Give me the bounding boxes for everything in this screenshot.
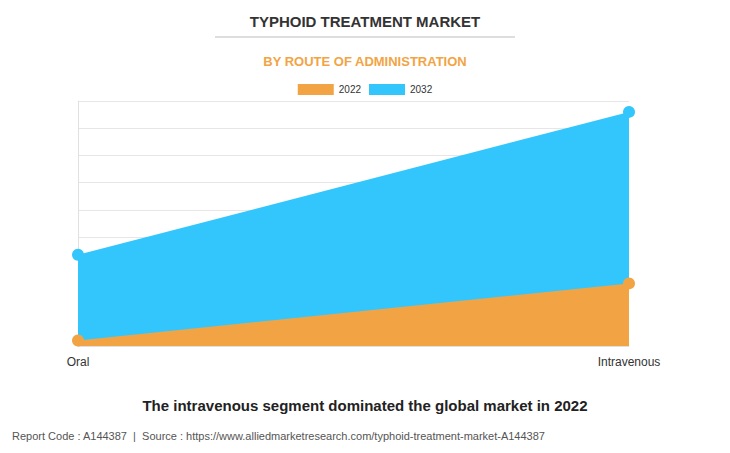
- svg-text:2022: 2022: [339, 84, 362, 95]
- svg-text:Report Code : A144387 | Sour: Report Code : A144387 | Source : https:/…: [12, 430, 545, 442]
- svg-text:TYPHOID TREATMENT MARKET: TYPHOID TREATMENT MARKET: [250, 13, 481, 30]
- svg-text:BY ROUTE OF ADMINISTRATION: BY ROUTE OF ADMINISTRATION: [263, 54, 466, 69]
- svg-text:2032: 2032: [410, 84, 433, 95]
- svg-text:Oral: Oral: [67, 355, 90, 369]
- svg-text:Intravenous: Intravenous: [598, 355, 661, 369]
- svg-text:The intravenous segment domina: The intravenous segment dominated the gl…: [142, 397, 587, 414]
